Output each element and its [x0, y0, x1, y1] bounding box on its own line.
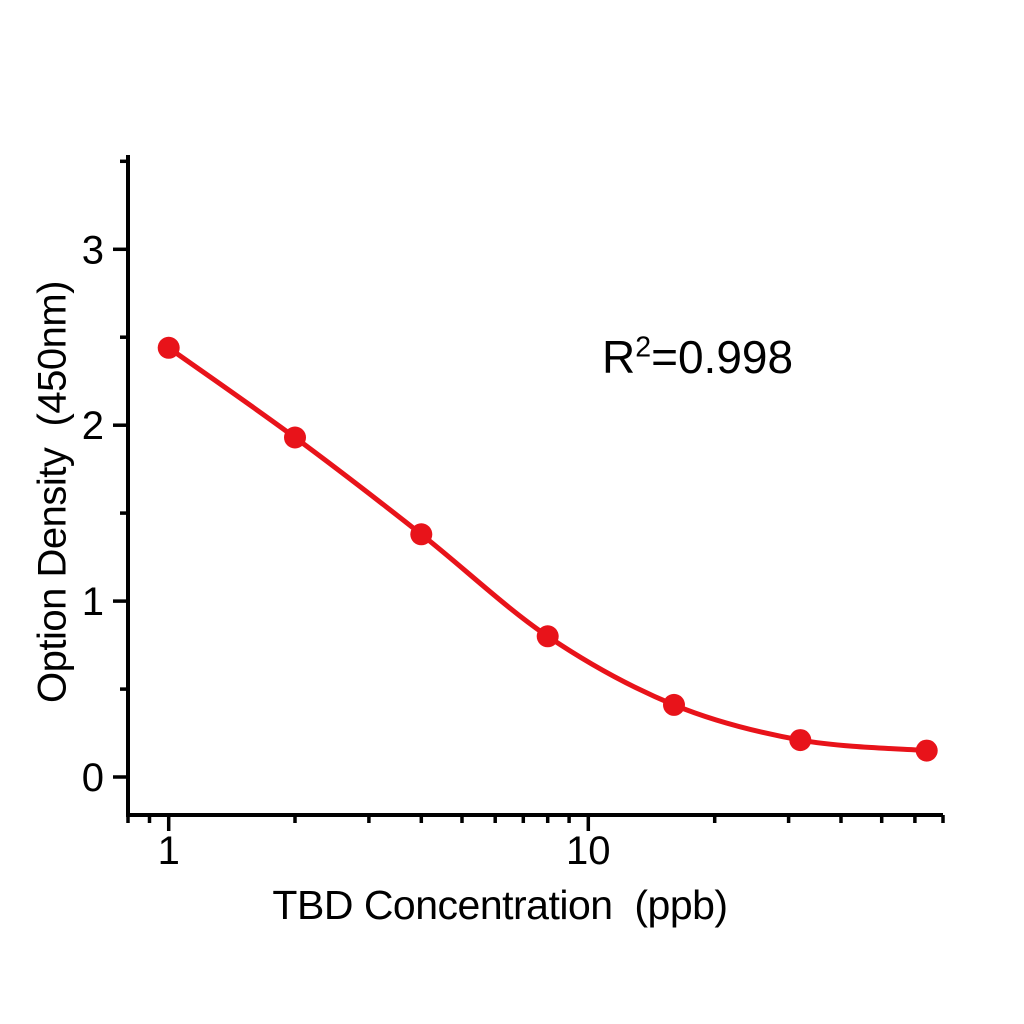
- r-squared-annotation: R2=0.998: [602, 330, 793, 384]
- tick-labels: 0 1 2 3 1 10: [82, 228, 611, 873]
- y-axis-title-text: Option Density (450nm): [30, 280, 75, 704]
- axis-lines: [126, 155, 943, 817]
- tick-label: 3: [82, 228, 104, 272]
- tick-label: 2: [82, 404, 104, 448]
- data-point: [536, 625, 559, 648]
- data-point: [284, 426, 306, 449]
- r-squared-exponent: 2: [635, 331, 652, 364]
- fit-curve: [166, 345, 930, 754]
- data-point: [410, 523, 433, 546]
- x-axis-title-text: TBD Concentration (ppb): [272, 882, 728, 928]
- data-point: [157, 336, 180, 359]
- data-point: [789, 729, 812, 752]
- data-point: [915, 739, 938, 762]
- tick-label: 10: [566, 829, 611, 873]
- tick-label: 0: [82, 756, 104, 800]
- axis-ticks: [113, 159, 945, 831]
- data-point: [663, 693, 685, 716]
- r-squared-value: =0.998: [651, 331, 794, 383]
- tick-label: 1: [158, 829, 180, 873]
- data-points: [157, 336, 938, 762]
- tick-label: 1: [82, 580, 104, 624]
- r-squared-base: R: [602, 331, 636, 383]
